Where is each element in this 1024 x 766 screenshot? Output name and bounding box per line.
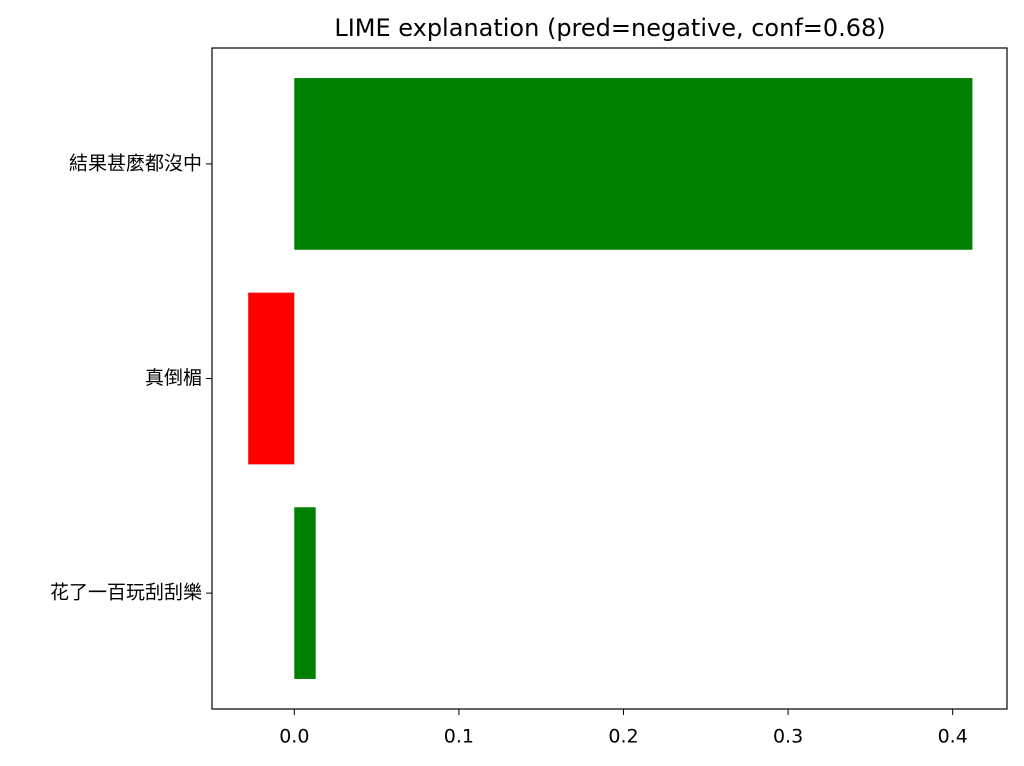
x-tick-label: 0.0 — [279, 726, 309, 748]
y-tick-label: 真倒楣 — [145, 367, 202, 389]
bar — [294, 507, 316, 679]
x-tick-label: 0.4 — [938, 726, 968, 748]
bar — [294, 78, 973, 250]
x-tick-label: 0.1 — [444, 726, 474, 748]
y-tick-label: 結果甚麼都沒中 — [69, 152, 202, 174]
y-tick-label: 花了一百玩刮刮樂 — [50, 582, 202, 604]
plot-frame — [211, 47, 1008, 710]
chart-title: LIME explanation (pred=negative, conf=0.… — [334, 14, 885, 42]
x-tick-label: 0.2 — [608, 726, 638, 748]
x-tick-label: 0.3 — [773, 726, 803, 748]
bar — [248, 292, 295, 465]
